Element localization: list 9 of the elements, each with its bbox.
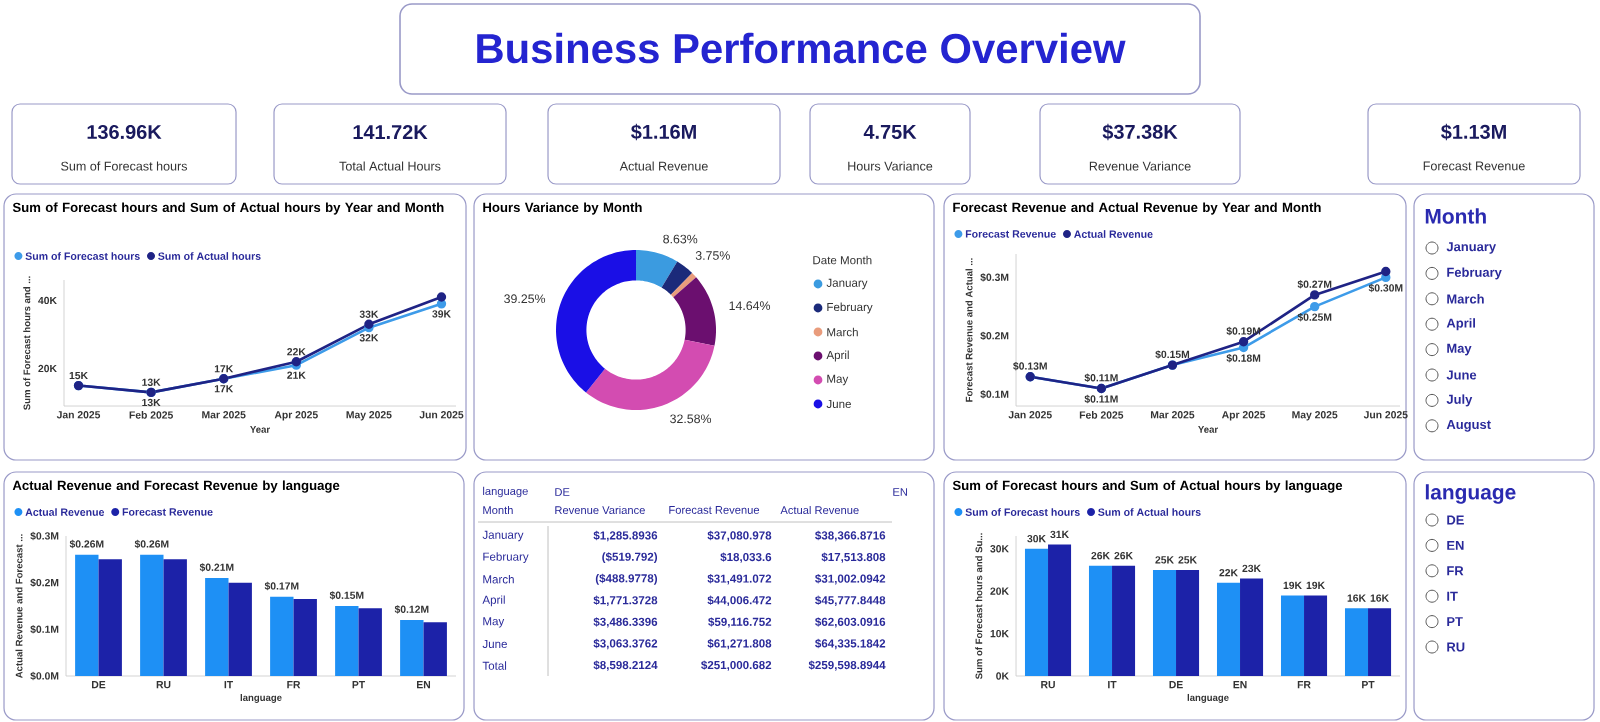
text: Business Performance Overview	[477, 32, 1126, 64]
text: 141.72K	[353, 125, 428, 139]
text: Month	[1425, 208, 1486, 224]
text: $37.38K	[1102, 123, 1178, 141]
text: $1.13M	[1441, 123, 1506, 141]
text: language	[1425, 484, 1516, 504]
text: 4.75K	[863, 125, 917, 139]
text: $1.16M	[631, 123, 696, 141]
text: 136.96K	[87, 124, 162, 140]
